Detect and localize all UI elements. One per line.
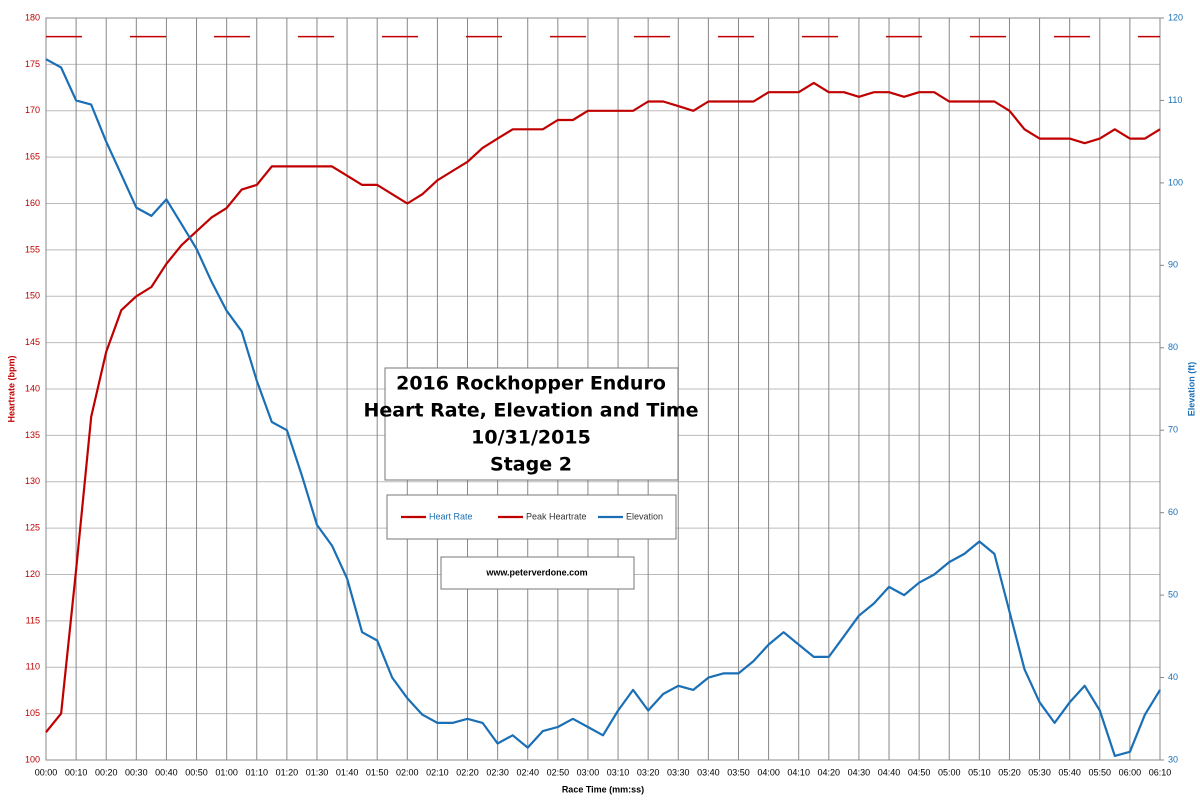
x-tick-label: 04:00 <box>757 767 780 777</box>
x-tick-label: 01:00 <box>215 767 238 777</box>
x-tick-label: 05:50 <box>1089 767 1112 777</box>
x-tick-label: 03:00 <box>577 767 600 777</box>
plot-border <box>45 17 1161 761</box>
x-tick-label: 03:20 <box>637 767 660 777</box>
y-tick-label: 135 <box>25 430 40 440</box>
y2-tick-label: 60 <box>1168 507 1178 517</box>
legend-label: Heart Rate <box>429 511 473 521</box>
x-tick-label: 04:10 <box>787 767 810 777</box>
x-tick-label: 00:20 <box>95 767 118 777</box>
y-tick-label: 180 <box>25 12 40 22</box>
x-tick-label: 03:10 <box>607 767 630 777</box>
x-tick-label: 01:30 <box>306 767 329 777</box>
y2-tick-label: 50 <box>1168 589 1178 599</box>
y2-tick-label: 90 <box>1168 260 1178 270</box>
y-tick-label: 170 <box>25 105 40 115</box>
x-tick-label: 06:00 <box>1119 767 1142 777</box>
x-tick-label: 01:50 <box>366 767 389 777</box>
x-tick-label: 00:30 <box>125 767 148 777</box>
annotation-box <box>440 556 635 590</box>
y2-tick-label: 30 <box>1168 754 1178 764</box>
y-tick-label: 160 <box>25 198 40 208</box>
x-tick-label: 02:30 <box>486 767 509 777</box>
chart-title: Stage 2 <box>490 454 572 476</box>
x-tick-label: 03:40 <box>697 767 720 777</box>
y-tick-label: 140 <box>25 383 40 393</box>
x-tick-label: 00:50 <box>185 767 208 777</box>
series-line <box>45 81 1161 733</box>
legend-box <box>386 494 677 540</box>
y-tick-label: 150 <box>25 291 40 301</box>
y2-tick-label: 80 <box>1168 342 1178 352</box>
x-tick-label: 02:00 <box>396 767 419 777</box>
y-tick-label: 145 <box>25 337 40 347</box>
y-tick-label: 155 <box>25 244 40 254</box>
x-tick-label: 01:10 <box>245 767 268 777</box>
legend-label: Peak Heartrate <box>526 511 587 521</box>
y-tick-label: 110 <box>26 662 40 672</box>
y-tick-label: 175 <box>25 59 40 69</box>
x-tick-label: 03:50 <box>727 767 750 777</box>
y-tick-label: 130 <box>25 476 40 486</box>
x-tick-label: 01:20 <box>276 767 299 777</box>
title-box <box>384 367 679 481</box>
y2-tick-label: 110 <box>1168 95 1182 105</box>
y2-tick-label: 100 <box>1168 177 1183 187</box>
y-tick-label: 105 <box>25 708 40 718</box>
x-tick-label: 05:00 <box>938 767 961 777</box>
y2-tick-label: 70 <box>1168 425 1178 435</box>
x-tick-label: 05:20 <box>998 767 1021 777</box>
x-tick-label: 06:10 <box>1149 767 1172 777</box>
y-tick-label: 120 <box>25 569 40 579</box>
y2-tick-label: 120 <box>1168 12 1183 22</box>
annotation: www.peterverdone.com <box>485 567 587 577</box>
x-tick-label: 05:10 <box>968 767 991 777</box>
chart-title: 2016 Rockhopper Enduro <box>396 373 666 395</box>
y-tick-label: 115 <box>26 615 40 625</box>
legend-label: Elevation <box>626 511 663 521</box>
x-tick-label: 02:10 <box>426 767 449 777</box>
y2-tick-label: 40 <box>1168 672 1178 682</box>
y2-axis-title: Elevation (ft) <box>1186 362 1196 417</box>
x-tick-label: 00:00 <box>35 767 58 777</box>
y-axis-title: Heartrate (bpm) <box>6 355 16 422</box>
chart-title: Heart Rate, Elevation and Time <box>363 400 698 422</box>
x-axis-title: Race Time (mm:ss) <box>562 784 644 794</box>
x-tick-label: 04:40 <box>878 767 901 777</box>
x-tick-label: 05:30 <box>1028 767 1051 777</box>
x-tick-label: 00:10 <box>65 767 88 777</box>
x-tick-label: 04:20 <box>818 767 841 777</box>
grid <box>45 17 1161 761</box>
x-tick-label: 00:40 <box>155 767 178 777</box>
x-tick-label: 05:40 <box>1058 767 1081 777</box>
x-tick-label: 01:40 <box>336 767 359 777</box>
x-tick-label: 02:20 <box>456 767 479 777</box>
x-tick-label: 04:30 <box>848 767 871 777</box>
x-tick-label: 02:50 <box>547 767 570 777</box>
y-tick-label: 165 <box>25 152 40 162</box>
x-tick-label: 04:50 <box>908 767 931 777</box>
x-tick-label: 03:30 <box>667 767 690 777</box>
series-line <box>45 58 1161 757</box>
y-tick-label: 125 <box>25 523 40 533</box>
y-tick-label: 100 <box>25 754 40 764</box>
x-tick-label: 02:40 <box>516 767 539 777</box>
chart-title: 10/31/2015 <box>471 427 591 449</box>
